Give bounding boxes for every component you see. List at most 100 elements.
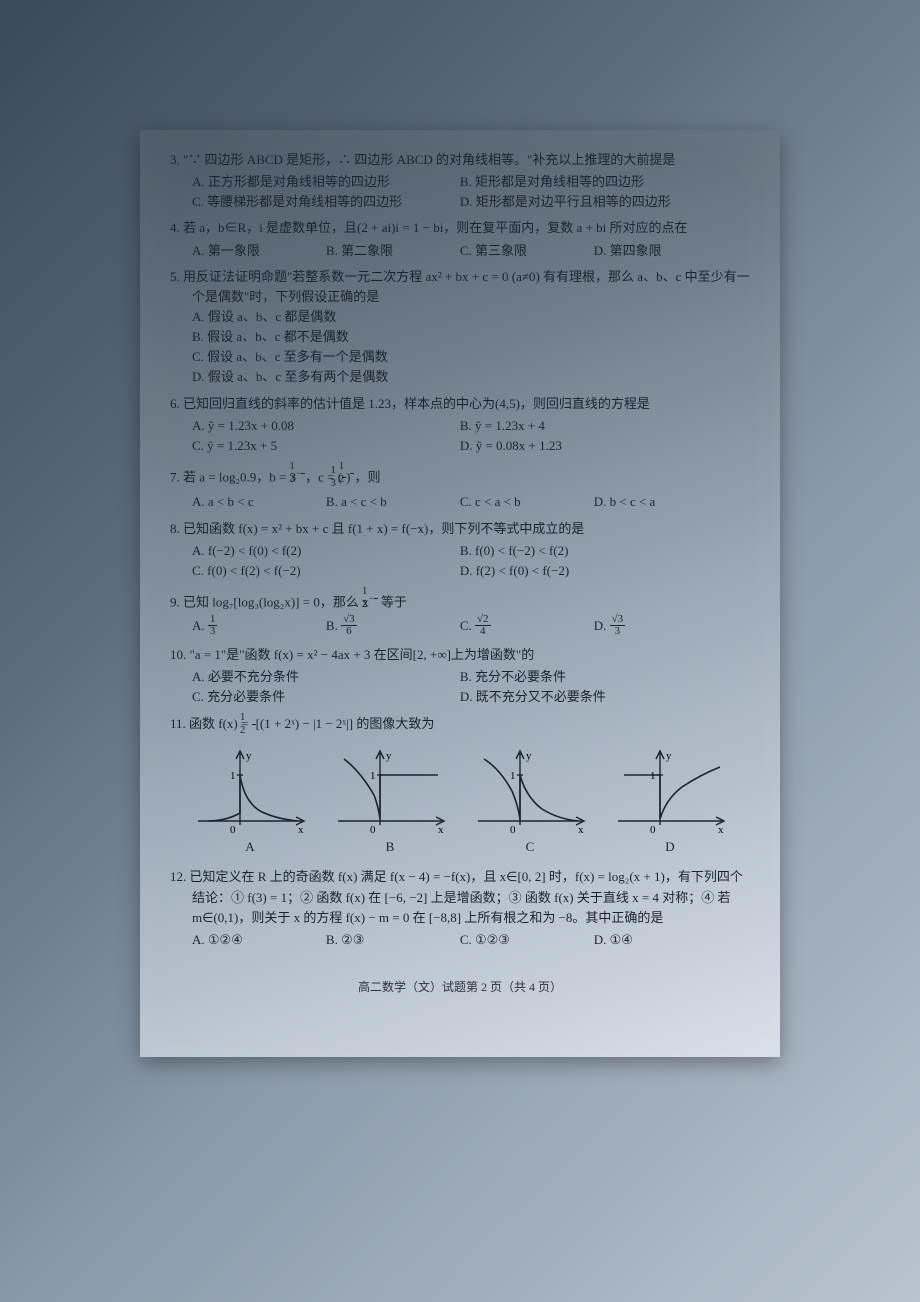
- q5-opt-b: B. 假设 a、b、c 都不是偶数: [192, 327, 732, 347]
- q3-options: A. 正方形都是对角线相等的四边形 B. 矩形都是对角线相等的四边形 C. 等腰…: [170, 172, 750, 212]
- q8-stem: 8. 已知函数 f(x) = x² + bx + c 且 f(1 + x) = …: [170, 519, 750, 539]
- q5-stem: 5. 用反证法证明命题"若整系数一元二次方程 ax² + bx + c = 0 …: [170, 267, 750, 307]
- q7-stem-pre: 7. 若 a = log₂0.9，b = 3: [170, 469, 296, 484]
- question-10: 10. "a = 1"是"函数 f(x) = x² − 4ax + 3 在区间[…: [170, 645, 750, 707]
- svg-text:y: y: [386, 750, 392, 762]
- q9-opt-d: D. √33: [594, 615, 728, 639]
- q5-opt-d: D. 假设 a、b、c 至多有两个是偶数: [192, 367, 732, 387]
- q10-opt-c: C. 充分必要条件: [192, 687, 460, 707]
- q11-graph-b: y x 0 1 B: [330, 745, 450, 857]
- page-footer: 高二数学（文）试题第 2 页（共 4 页）: [170, 978, 750, 997]
- q11-graphs: y x 0 1 A y x 0 1: [170, 737, 750, 861]
- question-9: 9. 已知 log₇[log₃(log₂x)] = 0，那么 x−12 等于 A…: [170, 587, 750, 639]
- q11-graph-c: y x 0 1 C: [470, 745, 590, 857]
- svg-text:0: 0: [650, 824, 656, 835]
- q5-options: A. 假设 a、b、c 都是偶数 B. 假设 a、b、c 都不是偶数 C. 假设…: [170, 307, 750, 388]
- q10-stem: 10. "a = 1"是"函数 f(x) = x² − 4ax + 3 在区间[…: [170, 645, 750, 665]
- q10-opt-b: B. 充分不必要条件: [460, 667, 728, 687]
- question-6: 6. 已知回归直线的斜率的估计值是 1.23，样本点的中心为(4,5)，则回归直…: [170, 394, 750, 456]
- q6-opt-b: B. ŷ = 1.23x + 4: [460, 416, 728, 436]
- svg-text:x: x: [438, 824, 444, 835]
- q4-stem: 4. 若 a，b∈R，i 是虚数单位，且(2 + ai)i = 1 − bi，则…: [170, 218, 750, 238]
- q11-label-a: A: [190, 837, 310, 857]
- q3-opt-d: D. 矩形都是对边平行且相等的四边形: [460, 192, 728, 212]
- q7-opt-a: A. a < b < c: [192, 492, 326, 512]
- q4-options: A. 第一象限 B. 第二象限 C. 第三象限 D. 第四象限: [170, 241, 750, 261]
- q12-options: A. ①②④ B. ②③ C. ①②③ D. ①④: [170, 930, 750, 950]
- svg-text:1: 1: [230, 770, 236, 782]
- q8-opt-a: A. f(−2) < f(0) < f(2): [192, 541, 460, 561]
- q10-opt-d: D. 既不充分又不必要条件: [460, 687, 728, 707]
- q12-opt-d: D. ①④: [594, 930, 728, 950]
- q11-label-d: D: [610, 837, 730, 857]
- q12-opt-b: B. ②③: [326, 930, 460, 950]
- q11-graph-d: y x 0 1 D: [610, 745, 730, 857]
- svg-text:x: x: [718, 824, 724, 835]
- q7-opt-b: B. a < c < b: [326, 492, 460, 512]
- svg-text:1: 1: [370, 770, 376, 782]
- graph-a-svg: y x 0 1: [190, 745, 310, 835]
- q3-opt-c: C. 等腰梯形都是对角线相等的四边形: [192, 192, 460, 212]
- svg-text:y: y: [246, 750, 252, 762]
- q11-graph-a: y x 0 1 A: [190, 745, 310, 857]
- q6-stem: 6. 已知回归直线的斜率的估计值是 1.23，样本点的中心为(4,5)，则回归直…: [170, 394, 750, 414]
- q11-label-c: C: [470, 837, 590, 857]
- q5-opt-a: A. 假设 a、b、c 都是偶数: [192, 307, 732, 327]
- q3-opt-a: A. 正方形都是对角线相等的四边形: [192, 172, 460, 192]
- svg-text:x: x: [298, 824, 304, 835]
- q5-opt-c: C. 假设 a、b、c 至多有一个是偶数: [192, 347, 732, 367]
- q9-stem: 9. 已知 log₇[log₃(log₂x)] = 0，那么 x−12 等于: [170, 587, 750, 613]
- graph-b-svg: y x 0 1: [330, 745, 450, 835]
- q11-stem: 11. 函数 f(x) = 12[(1 + 2ˣ) − |1 − 2ˣ|] 的图…: [170, 713, 750, 737]
- question-4: 4. 若 a，b∈R，i 是虚数单位，且(2 + ai)i = 1 − bi，则…: [170, 218, 750, 260]
- q12-opt-a: A. ①②④: [192, 930, 326, 950]
- q11-label-b: B: [330, 837, 450, 857]
- q7-opt-d: D. b < c < a: [594, 492, 728, 512]
- q9-exp: −12: [369, 593, 378, 603]
- q9-options: A. 13 B. √36 C. √24 D. √33: [170, 615, 750, 639]
- graph-c-svg: y x 0 1: [470, 745, 590, 835]
- q8-options: A. f(−2) < f(0) < f(2) B. f(0) < f(−2) <…: [170, 541, 750, 581]
- q7-opt-c: C. c < a < b: [460, 492, 594, 512]
- q10-options: A. 必要不充分条件 B. 充分不必要条件 C. 充分必要条件 D. 既不充分又…: [170, 667, 750, 707]
- svg-text:0: 0: [230, 824, 236, 835]
- q6-opt-d: D. ŷ = 0.08x + 1.23: [460, 436, 728, 456]
- q7-exp1: −13: [296, 468, 305, 478]
- question-5: 5. 用反证法证明命题"若整系数一元二次方程 ax² + bx + c = 0 …: [170, 267, 750, 388]
- svg-text:y: y: [526, 750, 532, 762]
- q4-opt-c: C. 第三象限: [460, 241, 594, 261]
- q10-opt-a: A. 必要不充分条件: [192, 667, 460, 687]
- q7-options: A. a < b < c B. a < c < b C. c < a < b D…: [170, 492, 750, 512]
- q7-stem: 7. 若 a = log₂0.9，b = 3−13，c = (13)12，则: [170, 462, 750, 491]
- q4-opt-a: A. 第一象限: [192, 241, 326, 261]
- q3-stem: 3. "∵ 四边形 ABCD 是矩形，∴ 四边形 ABCD 的对角线相等。"补充…: [170, 150, 750, 170]
- svg-text:0: 0: [510, 824, 516, 835]
- q9-opt-c: C. √24: [460, 615, 594, 639]
- q6-options: A. ŷ = 1.23x + 0.08 B. ŷ = 1.23x + 4 C. …: [170, 416, 750, 456]
- svg-text:0: 0: [370, 824, 376, 835]
- q8-opt-b: B. f(0) < f(−2) < f(2): [460, 541, 728, 561]
- q3-opt-b: B. 矩形都是对角线相等的四边形: [460, 172, 728, 192]
- svg-text:x: x: [578, 824, 584, 835]
- question-12: 12. 已知定义在 R 上的奇函数 f(x) 满足 f(x − 4) = −f(…: [170, 867, 750, 950]
- svg-text:1: 1: [650, 770, 656, 782]
- exam-page: 3. "∵ 四边形 ABCD 是矩形，∴ 四边形 ABCD 的对角线相等。"补充…: [140, 130, 780, 1057]
- q12-stem: 12. 已知定义在 R 上的奇函数 f(x) 满足 f(x − 4) = −f(…: [170, 867, 750, 927]
- question-3: 3. "∵ 四边形 ABCD 是矩形，∴ 四边形 ABCD 的对角线相等。"补充…: [170, 150, 750, 212]
- q9-opt-b: B. √36: [326, 615, 460, 639]
- question-7: 7. 若 a = log₂0.9，b = 3−13，c = (13)12，则 A…: [170, 462, 750, 513]
- q6-opt-c: C. ŷ = 1.23x + 5: [192, 436, 460, 456]
- q4-opt-b: B. 第二象限: [326, 241, 460, 261]
- svg-text:y: y: [666, 750, 672, 762]
- q8-opt-c: C. f(0) < f(2) < f(−2): [192, 561, 460, 581]
- graph-d-svg: y x 0 1: [610, 745, 730, 835]
- q7-exp2: 12: [350, 468, 354, 478]
- q7-stem-mid: ，c = (: [305, 469, 342, 484]
- q9-opt-a: A. 13: [192, 615, 326, 639]
- q4-opt-d: D. 第四象限: [594, 241, 728, 261]
- q8-opt-d: D. f(2) < f(0) < f(−2): [460, 561, 728, 581]
- svg-text:1: 1: [510, 770, 516, 782]
- q12-opt-c: C. ①②③: [460, 930, 594, 950]
- question-8: 8. 已知函数 f(x) = x² + bx + c 且 f(1 + x) = …: [170, 519, 750, 581]
- q6-opt-a: A. ŷ = 1.23x + 0.08: [192, 416, 460, 436]
